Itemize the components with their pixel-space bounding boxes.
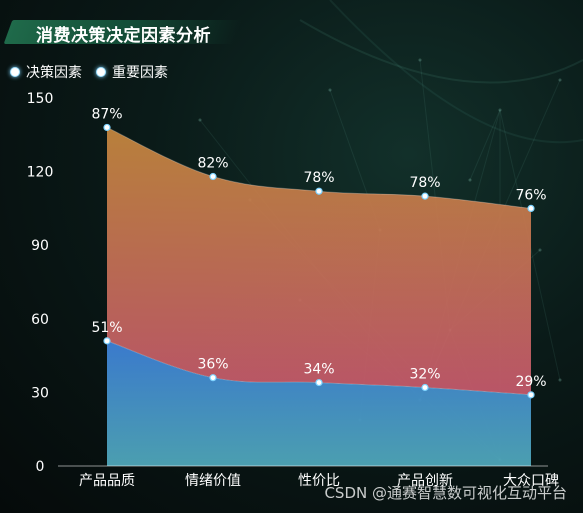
data-point-decision[interactable] — [527, 391, 535, 399]
legend-marker-important — [96, 67, 106, 77]
data-label-important: 78% — [303, 170, 334, 186]
data-point-decision[interactable] — [315, 378, 323, 387]
data-label-decision: 29% — [515, 374, 546, 390]
data-label-important: 87% — [91, 106, 122, 122]
x-tick-label: 大众口碑 — [503, 473, 559, 489]
data-point-decision[interactable] — [209, 374, 217, 382]
background-node — [418, 58, 422, 62]
background-node — [498, 108, 502, 112]
legend-marker-decision — [10, 67, 20, 77]
background-node — [538, 248, 542, 252]
data-label-decision: 36% — [197, 357, 228, 373]
x-tick-label: 情绪价值 — [185, 473, 241, 489]
background-arc — [329, 0, 583, 144]
chart-title: 消费决策决定因素分析 — [36, 26, 211, 46]
data-label-decision: 51% — [91, 320, 122, 336]
data-point-important[interactable] — [103, 123, 111, 132]
x-tick-label: 产品创新 — [397, 473, 453, 489]
data-label-decision: 34% — [303, 362, 334, 378]
data-label-important: 78% — [409, 175, 440, 191]
background-node — [558, 378, 562, 382]
background-node — [328, 88, 332, 92]
background-arc — [299, 19, 583, 84]
data-point-decision[interactable] — [421, 383, 429, 392]
background-line — [469, 109, 501, 181]
legend-item-important[interactable]: 重要因素 — [96, 62, 168, 82]
data-point-important[interactable] — [421, 192, 429, 200]
data-label-important: 82% — [197, 156, 228, 172]
y-tick-label: 90 — [31, 238, 49, 254]
data-point-important[interactable] — [209, 172, 217, 181]
data-point-important[interactable] — [315, 187, 323, 195]
x-tick-label: 产品品质 — [79, 473, 135, 489]
legend-label-important: 重要因素 — [112, 65, 168, 81]
background-node — [468, 178, 472, 182]
background-node — [198, 118, 202, 122]
y-tick-label: 120 — [27, 165, 54, 181]
legend-label-decision: 决策因素 — [26, 65, 82, 81]
data-label-important: 76% — [515, 187, 546, 203]
data-point-decision[interactable] — [103, 337, 111, 345]
data-label-decision: 32% — [409, 366, 440, 382]
y-tick-label: 0 — [36, 459, 45, 475]
chart-title-banner: 消费决策决定因素分析 — [3, 18, 268, 46]
background-node — [558, 78, 562, 82]
x-tick-label: 性价比 — [298, 473, 340, 489]
y-tick-label: 60 — [31, 312, 49, 328]
chart-legend: 决策因素 重要因素 — [10, 62, 182, 82]
y-tick-label: 150 — [27, 91, 54, 107]
legend-item-decision[interactable]: 决策因素 — [10, 62, 82, 82]
watermark: CSDN @通赛智慧数可视化互动平台 — [324, 484, 567, 502]
data-point-important[interactable] — [527, 204, 535, 212]
y-tick-label: 30 — [31, 385, 49, 401]
area-series-decision[interactable] — [107, 340, 531, 466]
area-series-important[interactable] — [107, 127, 531, 395]
